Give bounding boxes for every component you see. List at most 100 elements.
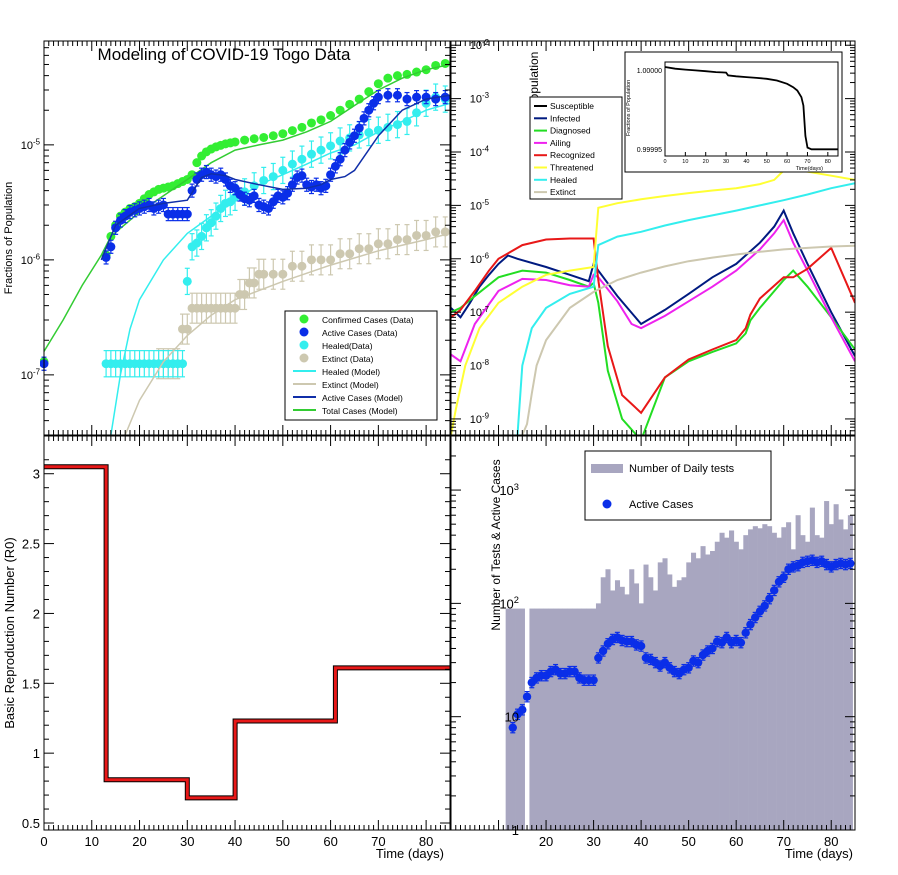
healed-data-point — [326, 141, 336, 151]
inset-xtick-label: 80 — [825, 159, 831, 165]
daily-tests-bar — [600, 577, 606, 830]
active-cases-data-point — [431, 94, 441, 104]
panel-r0-frame — [43, 435, 451, 831]
inset-xtick-label: 20 — [703, 159, 709, 165]
p1-legend-marker — [299, 340, 309, 350]
extinct-data-point — [383, 239, 393, 249]
main-title: Modeling of COVID-19 Togo Data — [98, 45, 351, 64]
p2-ytick-label: 10-4 — [470, 145, 490, 159]
active-cases-point — [522, 692, 532, 701]
active-cases-data-point — [412, 92, 422, 102]
inset-susceptible-curve — [664, 66, 838, 151]
daily-tests-bar — [710, 550, 716, 830]
p1-legend-label: Confirmed Cases (Data) — [322, 315, 414, 325]
daily-tests-bar — [757, 528, 763, 830]
p4-ytick-label: 103 — [499, 482, 519, 498]
confirmed-cases-data-point — [192, 158, 202, 168]
inset-background — [624, 51, 843, 173]
active-cases-point — [708, 644, 717, 653]
daily-tests-bar — [534, 608, 540, 830]
confirmed-cases-data-point — [259, 132, 269, 142]
daily-tests-bar — [553, 608, 559, 830]
confirmed-cases-data-point — [373, 79, 383, 89]
daily-tests-bar — [686, 562, 692, 830]
daily-tests-bar — [805, 541, 811, 830]
p4-legend-label: Number of Daily tests — [629, 463, 735, 475]
active-cases-data-point — [373, 92, 383, 102]
p1-legend-label: Extinct (Data) — [322, 354, 374, 364]
panel-compartments-frame — [450, 40, 856, 436]
p1-legend-label: Healed(Data) — [322, 341, 373, 351]
healed-data-point — [259, 175, 269, 185]
daily-tests-bar — [562, 608, 568, 830]
p4-xtick-label: 70 — [776, 834, 790, 849]
p4-xlabel: Time (days) — [785, 846, 853, 861]
p4-xtick-label: 20 — [539, 834, 553, 849]
daily-tests-bar — [733, 541, 739, 830]
healed-data-point — [335, 136, 345, 146]
daily-tests-bar — [681, 577, 687, 830]
active-cases-data-point — [349, 131, 359, 141]
extinct-data-point — [364, 244, 374, 254]
active-cases-data-point — [340, 145, 350, 155]
inset-frame — [664, 61, 839, 157]
daily-tests-bar — [691, 552, 697, 830]
daily-tests-bar — [605, 569, 611, 830]
active-cases-point — [589, 675, 598, 685]
p4-xtick-label: 80 — [824, 834, 838, 849]
daily-tests-bar — [629, 569, 635, 830]
daily-tests-bar — [828, 524, 834, 830]
active-cases-data-point — [330, 161, 340, 171]
p3-ytick-label: 1 — [33, 746, 40, 761]
diagnosed-curve — [451, 269, 855, 435]
p1-legend-label: Active Cases (Model) — [322, 393, 403, 403]
p2-legend-label: Healed — [550, 175, 577, 185]
p1-legend-label: Total Cases (Model) — [322, 406, 398, 416]
extinct-data-point — [316, 255, 326, 265]
active-cases-data-point — [287, 180, 297, 190]
daily-tests-bar — [624, 594, 630, 830]
p2-legend-label: Recognized — [550, 150, 595, 160]
total-cases-model-curve — [43, 63, 450, 352]
daily-tests-bar — [724, 537, 730, 830]
p4-ytick-label: 1 — [512, 823, 519, 838]
daily-tests-bar — [824, 501, 830, 830]
inset-xtick-label: 10 — [682, 159, 688, 165]
active-cases-point — [736, 638, 746, 647]
active-cases-data-point — [297, 171, 307, 181]
p3-xtick-label: 60 — [323, 834, 337, 849]
confirmed-cases-data-point — [383, 73, 393, 83]
daily-tests-bar — [743, 535, 749, 830]
p4-xtick-label: 50 — [681, 834, 695, 849]
daily-tests-bar — [695, 558, 701, 830]
daily-tests-bar — [795, 515, 801, 830]
p3-xtick-label: 50 — [276, 834, 290, 849]
p3-xtick-label: 20 — [132, 834, 146, 849]
extinct-data-point — [230, 303, 240, 313]
active-cases-point — [765, 594, 774, 603]
extinct-data-point — [335, 249, 345, 259]
confirmed-cases-data-point — [297, 122, 307, 132]
daily-tests-bar — [557, 608, 563, 830]
active-cases-data-point — [402, 94, 412, 104]
active-cases-point — [779, 573, 788, 582]
active-cases-data-point — [182, 209, 192, 219]
p3-xtick-label: 70 — [371, 834, 385, 849]
p2-ytick-label: 10-5 — [470, 198, 490, 212]
inset-xtick-label: 30 — [723, 159, 729, 165]
healed-data-point — [306, 149, 316, 159]
inset-xtick-label: 0 — [663, 159, 666, 165]
daily-tests-bar — [667, 574, 673, 830]
p2-legend: Susceptible Infected Diagnosed Ailing Recogn… — [529, 96, 623, 200]
active-cases-point — [755, 607, 765, 616]
p1-ytick-label: 10-5 — [21, 137, 41, 151]
p4-xtick-label: 60 — [729, 834, 743, 849]
daily-tests-bar — [705, 554, 711, 830]
active-cases-point — [594, 653, 603, 663]
daily-tests-bar — [809, 507, 815, 830]
daily-tests-bar — [586, 608, 592, 830]
active-cases-point — [518, 705, 527, 715]
p4-xtick-label: 30 — [586, 834, 600, 849]
daily-tests-bar — [643, 564, 649, 830]
